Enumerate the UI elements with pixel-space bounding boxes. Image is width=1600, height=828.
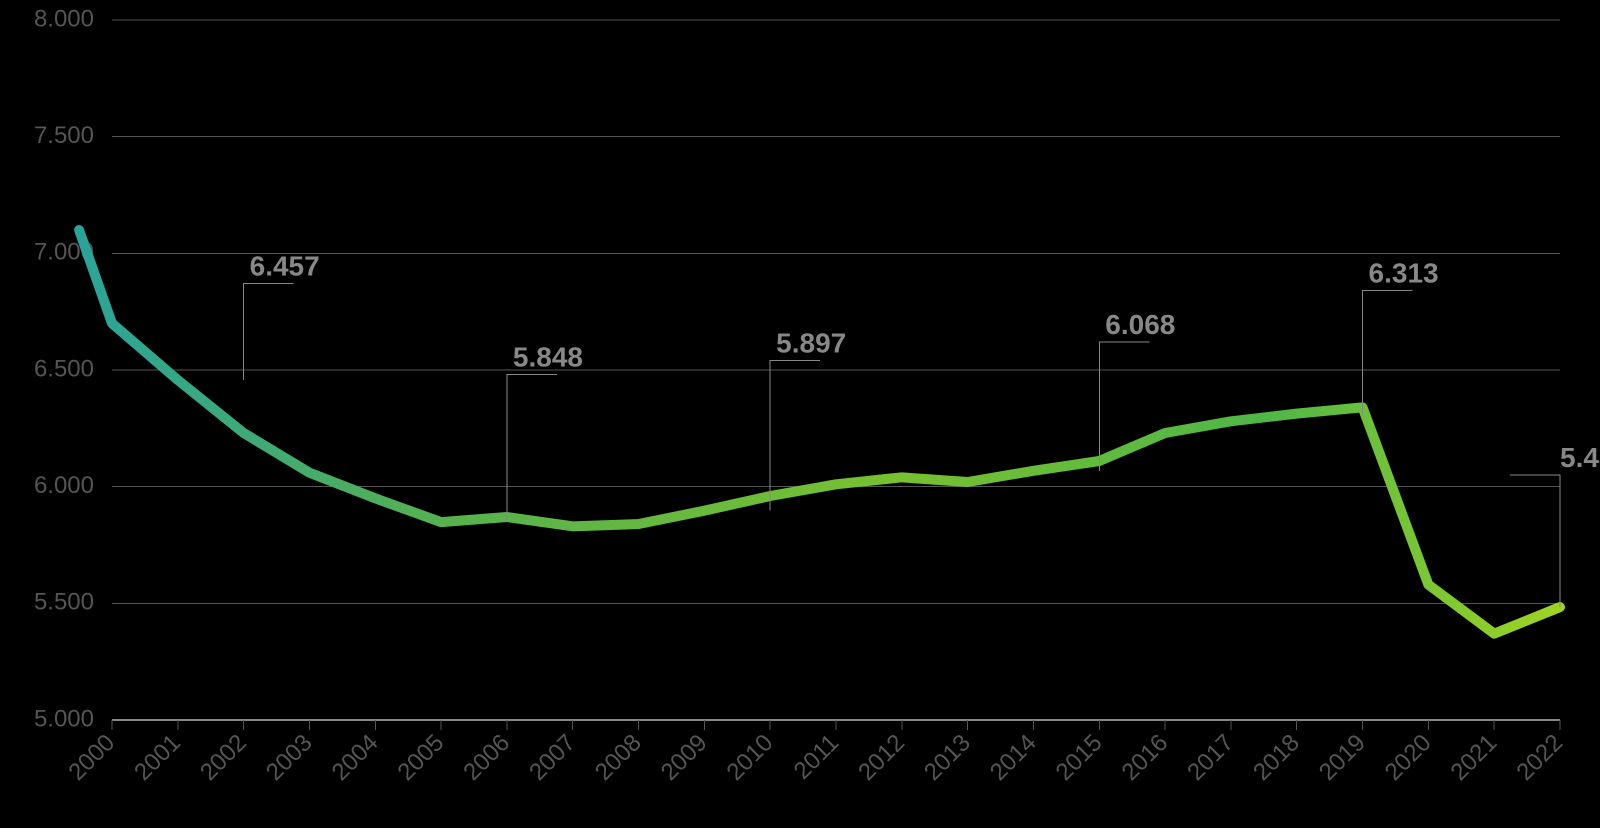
chart-svg: 5.0005.5006.0006.5007.0007.5008.00020002…	[0, 0, 1600, 828]
callout-label: 6.457	[250, 251, 320, 282]
line-chart: 5.0005.5006.0006.5007.0007.5008.00020002…	[0, 0, 1600, 828]
callout-label: 5.897	[776, 328, 846, 359]
y-axis-label: 5.500	[34, 589, 94, 616]
y-axis-label: 6.000	[34, 472, 94, 499]
y-axis-label: 6.500	[34, 355, 94, 382]
y-axis-label: 5.000	[34, 705, 94, 732]
y-axis-label: 8.000	[34, 5, 94, 32]
callout-label: 5.848	[513, 342, 583, 373]
callout-label: 6.068	[1105, 309, 1175, 340]
callout-label: 6.313	[1369, 258, 1439, 289]
callout-label: 5.484	[1560, 442, 1600, 473]
y-axis-label: 7.500	[34, 122, 94, 149]
